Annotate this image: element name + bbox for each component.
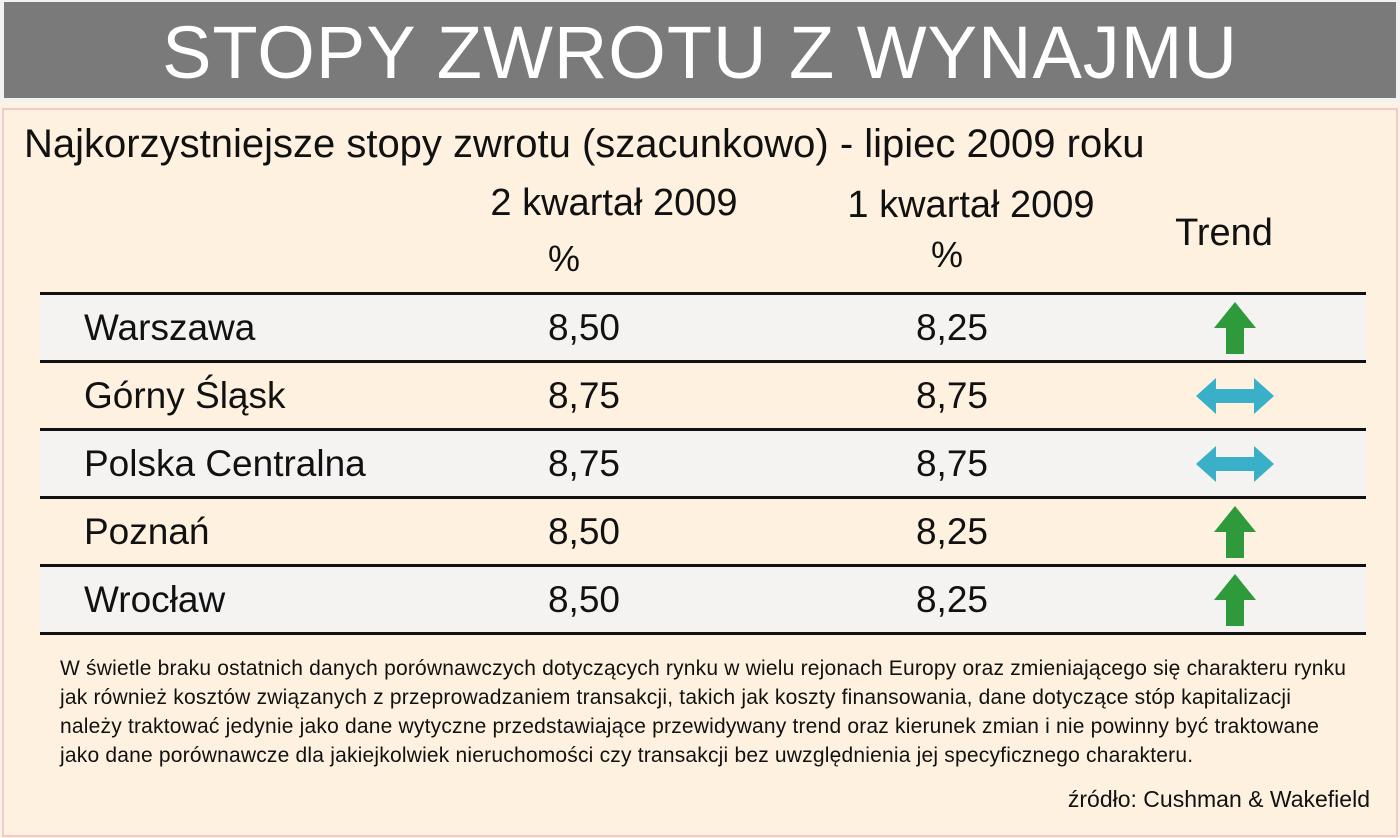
table-subtitle: Najkorzystniejsze stopy zwrotu (szacunko…: [24, 122, 1145, 166]
table-row: Polska Centralna 8,75 8,75: [40, 428, 1366, 496]
header-banner: STOPY ZWROTU Z WYNAJMU: [0, 0, 1400, 102]
rate-q1-value: 8,75: [915, 374, 988, 416]
content-panel: Najkorzystniejsze stopy zwrotu (szacunko…: [2, 108, 1398, 837]
left-right-arrow-icon: [1180, 434, 1290, 494]
column-unit-q1: %: [930, 234, 963, 275]
rate-q2-value: 8,50: [547, 510, 620, 552]
column-header-trend: Trend: [1175, 212, 1273, 254]
page-title: STOPY ZWROTU Z WYNAJMU: [162, 11, 1238, 94]
column-unit-q2: %: [547, 238, 580, 279]
column-header-q2: 2 kwartał 2009: [490, 182, 738, 224]
up-arrow-icon: [1180, 502, 1290, 562]
rate-q1-value: 8,25: [915, 578, 988, 620]
rate-q1-value: 8,75: [915, 442, 988, 484]
header-banner-bar: STOPY ZWROTU Z WYNAJMU: [4, 2, 1396, 98]
left-right-arrow-icon: [1180, 366, 1290, 426]
column-header-q1: 1 kwartał 2009: [847, 184, 1095, 226]
source-credit: źródło: Cushman & Wakefield: [1067, 786, 1370, 812]
table-row: Górny Śląsk 8,75 8,75: [40, 360, 1366, 428]
region-name: Warszawa: [84, 306, 256, 348]
rate-q2-value: 8,75: [547, 374, 620, 416]
region-name: Polska Centralna: [84, 442, 366, 484]
rate-q1-value: 8,25: [915, 510, 988, 552]
region-name: Górny Śląsk: [84, 374, 286, 416]
up-arrow-icon: [1180, 298, 1290, 358]
rate-q2-value: 8,50: [547, 306, 620, 348]
disclaimer-note: W świetle braku ostatnich danych porówna…: [60, 657, 1347, 767]
table-row: Poznań 8,50 8,25: [40, 496, 1366, 564]
region-name: Poznań: [84, 510, 210, 552]
rates-table: Warszawa 8,50 8,25 Górny Śląsk 8,75 8,75 Polsk…: [40, 292, 1366, 635]
table-row: Warszawa 8,50 8,25: [40, 292, 1366, 360]
up-arrow-icon: [1180, 570, 1290, 630]
rate-q1-value: 8,25: [915, 306, 988, 348]
region-name: Wrocław: [84, 578, 226, 620]
table-row: Wrocław 8,50 8,25: [40, 564, 1366, 635]
rate-q2-value: 8,75: [547, 442, 620, 484]
rate-q2-value: 8,50: [547, 578, 620, 620]
